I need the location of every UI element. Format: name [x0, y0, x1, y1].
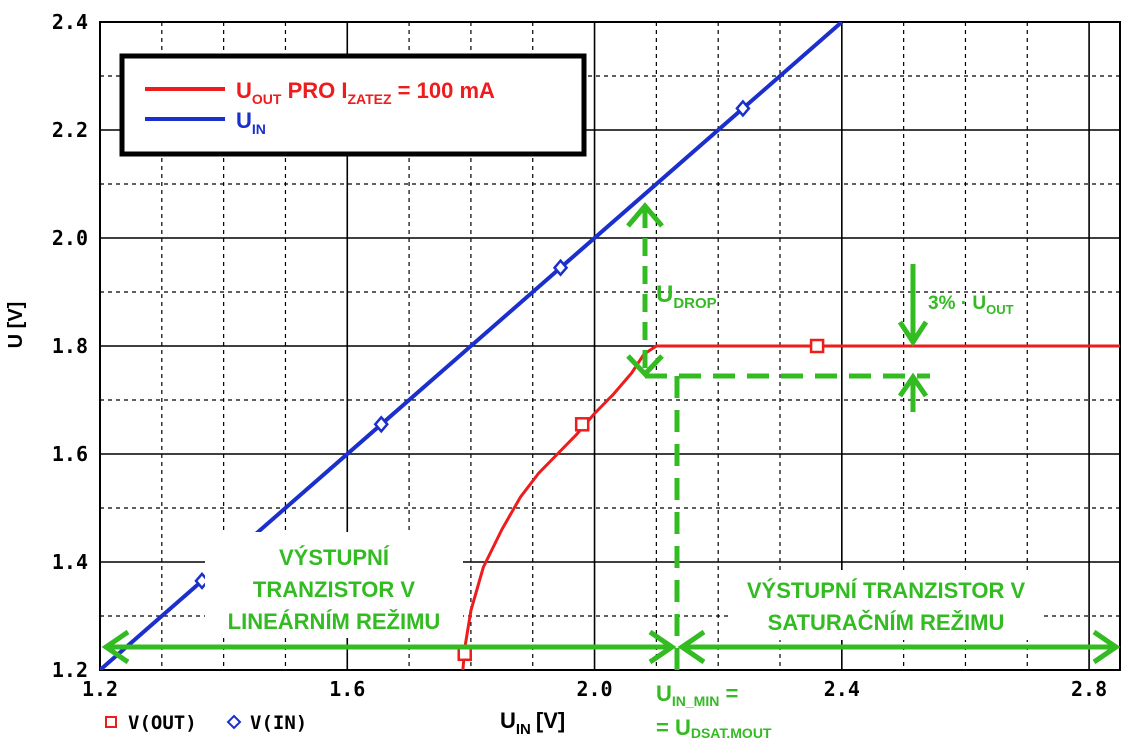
- udsat-sub: DSAT.MOUT: [691, 725, 772, 741]
- saturation-label-line-1: VÝSTUPNÍ TRANZISTOR V: [747, 578, 1026, 603]
- legend-out-sub1: OUT: [252, 91, 282, 107]
- legend-out-main: U: [236, 78, 252, 103]
- y-tick-label: 2.2: [52, 118, 88, 142]
- y-tick-label: 1.6: [52, 442, 88, 466]
- x-axis-title-main: U: [500, 708, 516, 733]
- udsat-prefix: = U: [656, 715, 691, 740]
- y-tick-label: 1.4: [52, 550, 88, 574]
- x-tick-label: 2.8: [1071, 677, 1107, 701]
- pct-label: 3% · UOUT: [928, 293, 1014, 317]
- x-axis-title-sub: IN: [516, 721, 531, 738]
- legend: UOUT PRO IZATEZ = 100 mA UIN: [119, 53, 587, 157]
- saturation-label-background: [730, 570, 1040, 640]
- x-axis-title: UIN [V]: [500, 708, 565, 738]
- annotations: UDROP 3% · UOUT VÝSTUPNÍ TRANZISTOR V LI…: [101, 202, 1121, 741]
- probe-in-label: V(IN): [250, 712, 307, 734]
- y-tick-label: 2.0: [52, 226, 88, 250]
- y-tick-label: 1.2: [52, 658, 88, 682]
- probe-out-marker: [105, 716, 117, 728]
- y-axis-title: U [V]: [5, 302, 27, 349]
- saturation-label-line-2: SATURAČNÍM REŽIMU: [768, 610, 1005, 635]
- legend-in-main: U: [236, 108, 252, 133]
- x-tick-label: 1.2: [82, 677, 118, 701]
- linear-label-line-2: TRANZISTOR V: [253, 577, 415, 602]
- pct-arrow-top-head: [897, 320, 929, 347]
- uinmin-sub: IN_MIN: [672, 693, 719, 709]
- marker-in: [552, 258, 569, 277]
- udrop-main: U: [656, 281, 673, 308]
- uinmin-label: UIN_MIN =: [656, 681, 738, 709]
- udrop-label: UDROP: [656, 281, 717, 312]
- linear-label-line-3: LINEÁRNÍM REŽIMU: [228, 609, 441, 634]
- linear-arrowhead-left: [101, 629, 130, 665]
- marker-in: [735, 99, 751, 118]
- pct-sub: OUT: [986, 302, 1014, 317]
- saturation-arrowhead-left: [677, 629, 706, 665]
- probe-legend: V(OUT) V(IN): [105, 712, 307, 734]
- y-tick-label: 2.4: [52, 10, 88, 34]
- annotation-lines: [101, 202, 1121, 672]
- legend-out-mid: PRO I: [281, 78, 347, 103]
- x-tick-label: 1.6: [329, 677, 365, 701]
- y-tick-label: 1.8: [52, 334, 88, 358]
- udsat-label: = UDSAT.MOUT: [656, 715, 772, 741]
- legend-out-sub2: ZATEZ: [347, 91, 392, 107]
- probe-out-label: V(OUT): [128, 712, 197, 734]
- saturation-arrowhead-right: [1092, 629, 1121, 665]
- legend-out-label: UOUT PRO IZATEZ = 100 mA: [236, 78, 495, 107]
- x-tick-label: 2.4: [824, 677, 860, 701]
- linear-label-background: [205, 532, 463, 638]
- legend-in-label: UIN: [236, 108, 266, 137]
- uinmin-tail: =: [719, 681, 738, 706]
- x-axis-title-unit: [V]: [536, 708, 565, 733]
- x-tick-label: 2.0: [576, 677, 612, 701]
- legend-box: [119, 53, 587, 157]
- uinmin-main: U: [656, 681, 672, 706]
- series-line-out: [461, 344, 1120, 670]
- legend-in-sub: IN: [252, 121, 266, 137]
- udrop-arrowhead-top: [626, 202, 664, 228]
- udrop-sub: DROP: [673, 295, 716, 312]
- marker-out: [457, 646, 472, 662]
- tick-labels: 1.2 1.6 2.0 2.4 2.8 1.2 1.4 1.6 1.8 2.0 2.2 2.4: [52, 10, 1107, 701]
- y-axis-title-unit: [V]: [5, 302, 27, 329]
- pct-arrow-bottom-head: [897, 372, 929, 398]
- linear-arrowhead-right: [648, 629, 677, 665]
- probe-in-marker: [226, 714, 242, 730]
- legend-out-tail: = 100 mA: [392, 78, 495, 103]
- marker-out: [574, 417, 590, 432]
- marker-in: [373, 415, 389, 434]
- y-axis-title-main: U: [5, 334, 27, 348]
- linear-label-line-1: VÝSTUPNÍ: [279, 545, 390, 570]
- pct-main: 3% · U: [928, 293, 986, 314]
- marker-out: [809, 338, 825, 354]
